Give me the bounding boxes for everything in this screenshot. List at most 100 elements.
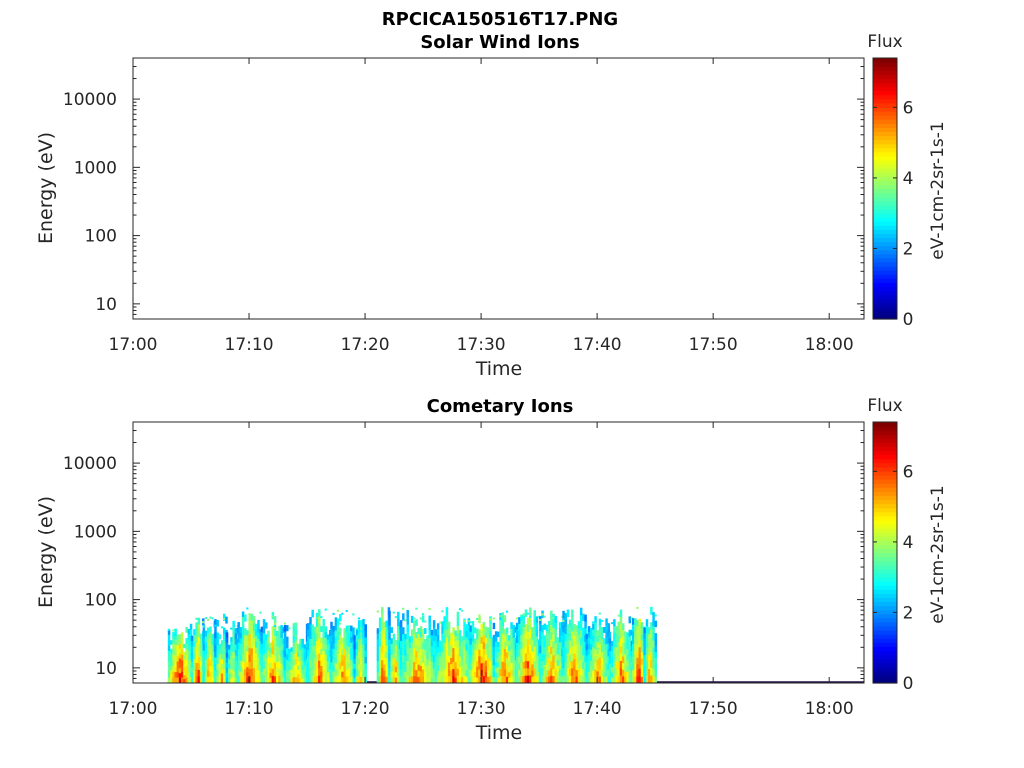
spectrogram-cell: [174, 639, 177, 646]
spectrogram-cell: [376, 666, 380, 673]
spectrogram-cell: [617, 662, 621, 670]
spectrogram-cell: [195, 642, 198, 650]
spectrogram-speckle: [478, 614, 481, 617]
spectrogram-cell: [357, 670, 361, 678]
spectrogram-cell: [288, 657, 291, 662]
spectrogram-cell: [463, 625, 466, 634]
spectrogram-speckle: [539, 618, 542, 621]
spectrogram-cell: [181, 643, 184, 650]
spectrogram-speckle: [336, 609, 340, 612]
spectrogram-cell: [510, 642, 513, 650]
colorbar-cell: [873, 270, 897, 275]
spectrogram-cell: [336, 618, 340, 626]
spectrogram-cell: [494, 636, 498, 642]
spectrogram-cell: [608, 644, 612, 652]
spectrogram-cell: [445, 614, 449, 623]
spectrogram-cell: [241, 640, 245, 648]
spectrogram-cell: [575, 644, 579, 652]
colorbar-cell: [873, 438, 897, 443]
spectrogram-cell: [571, 646, 574, 654]
spectrogram-cell: [522, 613, 526, 621]
spectrogram-cell: [568, 675, 572, 684]
spectrogram-cell: [564, 662, 568, 670]
spectrogram-cell: [582, 676, 585, 684]
spectrogram-cell: [624, 665, 627, 672]
spectrogram-cell: [613, 668, 616, 677]
spectrogram-cell: [529, 652, 532, 661]
spectrogram-cell: [587, 631, 591, 638]
spectrogram-cell: [397, 633, 400, 641]
spectrogram-cell: [607, 623, 611, 631]
spectrogram-cell: [318, 675, 321, 684]
spectrogram-cell: [360, 638, 363, 646]
spectrogram-cell: [250, 669, 254, 677]
spectrogram-cell: [543, 647, 547, 654]
colorbar-cell: [873, 511, 897, 517]
spectrogram-cell: [318, 631, 321, 639]
spectrogram-cell: [315, 612, 319, 621]
spectrogram-cell: [265, 634, 268, 641]
colorbar-cell: [873, 581, 897, 586]
spectrogram-cell: [535, 656, 539, 664]
spectrogram-cell: [174, 634, 177, 640]
spectrogram-cell: [638, 625, 642, 634]
spectrogram-cell: [211, 639, 214, 646]
spectrogram-cell: [484, 654, 488, 661]
spectrogram-cell: [392, 633, 396, 641]
spectrogram-cell: [650, 675, 653, 684]
colorbar-cell: [873, 70, 897, 75]
spectrogram-cell: [621, 656, 625, 664]
spectrogram-cell: [218, 668, 222, 674]
spectrogram-cell: [311, 668, 314, 676]
spectrogram-speckle: [404, 619, 407, 622]
spectrogram-cell: [441, 658, 444, 665]
spectrogram-cell: [447, 621, 451, 629]
spectrogram-cell: [178, 638, 182, 645]
spectrogram-cell: [326, 639, 330, 646]
spectrogram-cell: [585, 639, 589, 645]
spectrogram-cell: [478, 656, 481, 664]
spectrogram-cell: [621, 643, 625, 651]
spectrogram-speckle: [441, 610, 444, 613]
spectrogram-cell: [465, 656, 468, 664]
spectrogram-cell: [257, 619, 260, 627]
spectrogram-cell: [621, 636, 625, 644]
spectrogram-cell: [461, 671, 464, 678]
spectrogram-cell: [471, 641, 475, 649]
spectrogram-speckle: [654, 614, 657, 617]
spectrogram-cell: [181, 632, 184, 639]
spectrogram-cell: [324, 666, 328, 672]
spectrogram-cell: [376, 644, 380, 651]
spectrogram-cell: [255, 665, 258, 672]
spectrogram-cell: [522, 669, 526, 677]
spectrogram-cell: [499, 641, 502, 649]
colorbar-cell: [873, 528, 897, 533]
spectrogram-cell: [600, 664, 604, 671]
spectrogram-cell: [255, 641, 258, 648]
spectrogram-cell: [587, 660, 591, 667]
colorbar-cell: [873, 662, 897, 668]
spectrogram-cell: [341, 649, 344, 656]
spectrogram-cell: [628, 656, 632, 664]
spectrogram-cell: [577, 634, 581, 643]
spectrogram-cell: [343, 676, 346, 684]
spectrogram-cell: [428, 630, 431, 639]
spectrogram-speckle: [537, 615, 541, 618]
spectrogram-cell: [465, 624, 468, 632]
spectrogram-cell: [388, 625, 391, 633]
spectrogram-cell: [399, 620, 403, 628]
spectrogram-cell: [626, 660, 629, 667]
spectrogram-cell: [450, 639, 453, 646]
colorbar-cell: [873, 151, 897, 157]
spectrogram-cell: [341, 677, 344, 684]
spectrogram-cell: [619, 624, 623, 632]
spectrogram-cell: [383, 676, 386, 684]
spectrogram-cell: [512, 637, 515, 645]
spectrogram-cell: [520, 669, 523, 677]
spectrogram-cell: [209, 626, 212, 633]
spectrogram-cell: [529, 607, 532, 616]
spectrogram-cell: [390, 677, 393, 684]
spectrogram-cell: [204, 659, 208, 666]
spectrogram-cell: [250, 655, 254, 663]
x-tick-label: 17:00: [109, 335, 158, 355]
